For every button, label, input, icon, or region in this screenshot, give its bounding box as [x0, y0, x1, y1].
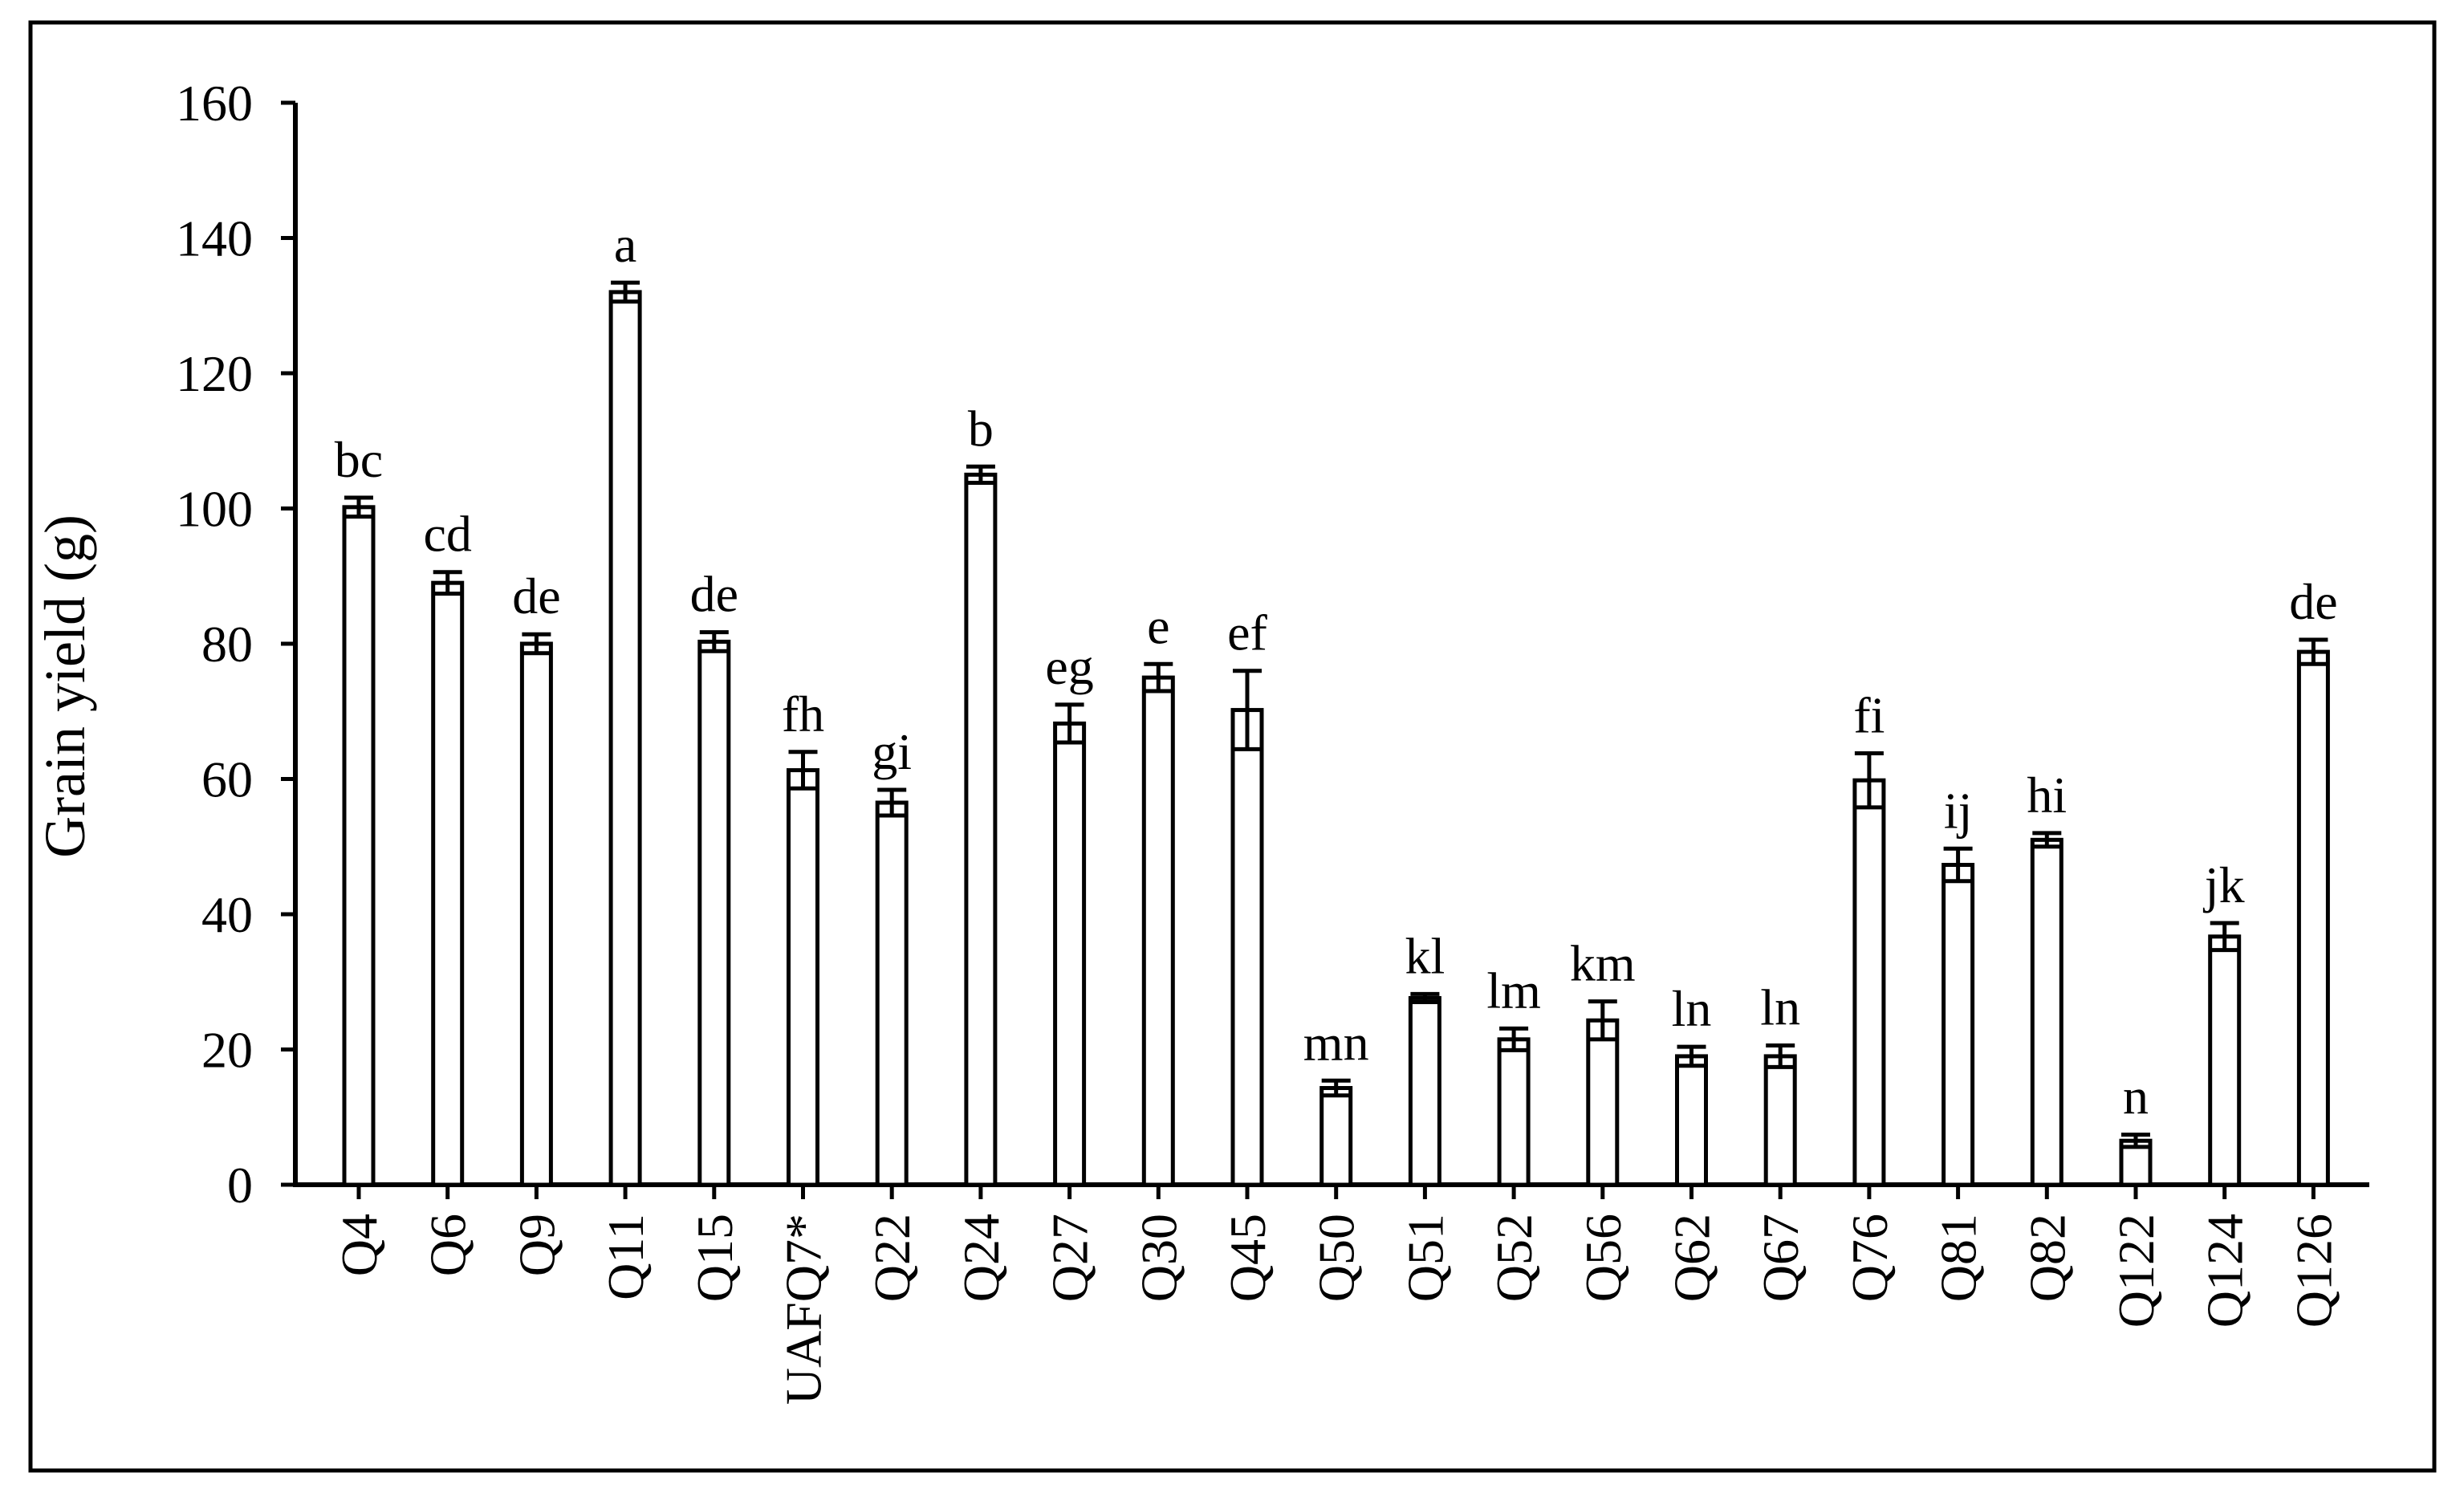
bar-q67 [1763, 1054, 1797, 1187]
bar-q56 [1586, 1018, 1620, 1187]
x-tick-label: Q30 [1130, 1214, 1187, 1302]
x-tick-label: Q51 [1397, 1214, 1454, 1302]
y-tick-label: 120 [176, 345, 253, 402]
bar-q9 [519, 641, 553, 1187]
y-tick-label: 0 [227, 1157, 253, 1214]
significance-letter: fi [1853, 686, 1885, 743]
significance-letter: de [2289, 573, 2337, 630]
significance-letter: bc [335, 431, 383, 488]
x-tick-label: Q50 [1308, 1214, 1365, 1302]
bar-q62 [1675, 1054, 1708, 1187]
x-tick-label: Q76 [1841, 1214, 1898, 1302]
significance-letter: ef [1227, 604, 1267, 661]
bar-q76 [1852, 778, 1886, 1187]
significance-letter: ij [1944, 782, 1973, 839]
y-tick-label: 20 [201, 1022, 253, 1079]
significance-letter: ln [1672, 980, 1712, 1037]
y-axis-label: Grain yield (g) [33, 515, 97, 858]
y-tick-label: 40 [201, 886, 253, 943]
significance-letter: e [1147, 597, 1169, 654]
bar-q24 [964, 472, 998, 1187]
y-tick-label: 160 [176, 75, 253, 132]
x-tick-label: Q22 [864, 1214, 921, 1302]
x-tick-label: Q62 [1664, 1214, 1721, 1302]
x-tick-label: Q81 [1930, 1214, 1987, 1302]
bar-q81 [1942, 862, 1975, 1187]
y-tick-label: 60 [201, 751, 253, 808]
significance-letter: lm [1486, 962, 1541, 1019]
y-tick-label: 140 [176, 210, 253, 267]
x-tick-label: Q56 [1575, 1214, 1632, 1302]
bar-q30 [1141, 675, 1175, 1187]
significance-letter: cd [423, 506, 471, 563]
x-tick-label: Q9 [508, 1214, 565, 1276]
bar-q52 [1497, 1037, 1531, 1187]
x-axis: Q4 Q6 Q9 Q11 Q15 UAFQ7* Q22 Q24 Q27 Q30 Q45 Q50 Q51 Q… [293, 1182, 2369, 1405]
significance-letter: kl [1405, 927, 1445, 984]
significance-letter: km [1570, 935, 1636, 992]
bars [342, 290, 2330, 1187]
significance-letter: gi [872, 723, 912, 780]
significance-letter: de [690, 566, 738, 623]
significance-letter: eg [1045, 638, 1093, 695]
x-tick-label: Q45 [1219, 1214, 1276, 1302]
significance-letter: a [614, 216, 636, 273]
significance-letter: fh [782, 685, 824, 742]
bar-uafq7 [787, 768, 819, 1187]
bar-q11 [608, 290, 642, 1187]
bar-q27 [1053, 721, 1087, 1187]
bar-q82 [2030, 837, 2063, 1187]
bar-q50 [1319, 1086, 1353, 1187]
bar-q6 [431, 580, 465, 1187]
significance-letter: mn [1303, 1014, 1369, 1071]
bar-q4 [342, 505, 376, 1187]
error-bars [344, 280, 2328, 1149]
x-tick-label: Q11 [597, 1214, 654, 1300]
x-tick-label: Q6 [420, 1214, 477, 1276]
x-tick-label: Q4 [331, 1214, 388, 1276]
significance-letter: de [512, 567, 560, 624]
x-tick-label: Q82 [2019, 1214, 2076, 1302]
significance-letter: jk [2203, 856, 2245, 913]
x-tick-label: Q122 [2108, 1214, 2165, 1328]
x-tick-label: UAFQ7* [775, 1214, 832, 1405]
x-tick-label: Q27 [1042, 1214, 1099, 1302]
y-tick-label: 100 [176, 481, 253, 538]
significance-letter: b [968, 400, 994, 457]
x-tick-label: Q67 [1752, 1214, 1809, 1302]
bar-q51 [1408, 995, 1441, 1187]
significance-letter: hi [2027, 767, 2067, 824]
bar-q15 [697, 639, 731, 1187]
x-tick-label: Q15 [686, 1214, 743, 1302]
bar-q124 [2208, 934, 2242, 1187]
y-axis: 0 20 40 60 80 100 120 140 160 [176, 75, 298, 1214]
x-tick-label: Q52 [1486, 1214, 1543, 1302]
y-tick-label: 80 [201, 616, 253, 673]
x-tick-label: Q24 [953, 1214, 1010, 1302]
significance-letter: n [2123, 1068, 2149, 1125]
significance-letter: ln [1760, 978, 1800, 1035]
x-tick-label: Q124 [2197, 1214, 2254, 1328]
bar-q22 [875, 800, 909, 1187]
x-tick-label: Q126 [2285, 1214, 2342, 1328]
bar-q126 [2296, 649, 2330, 1187]
bar-q45 [1230, 708, 1264, 1187]
